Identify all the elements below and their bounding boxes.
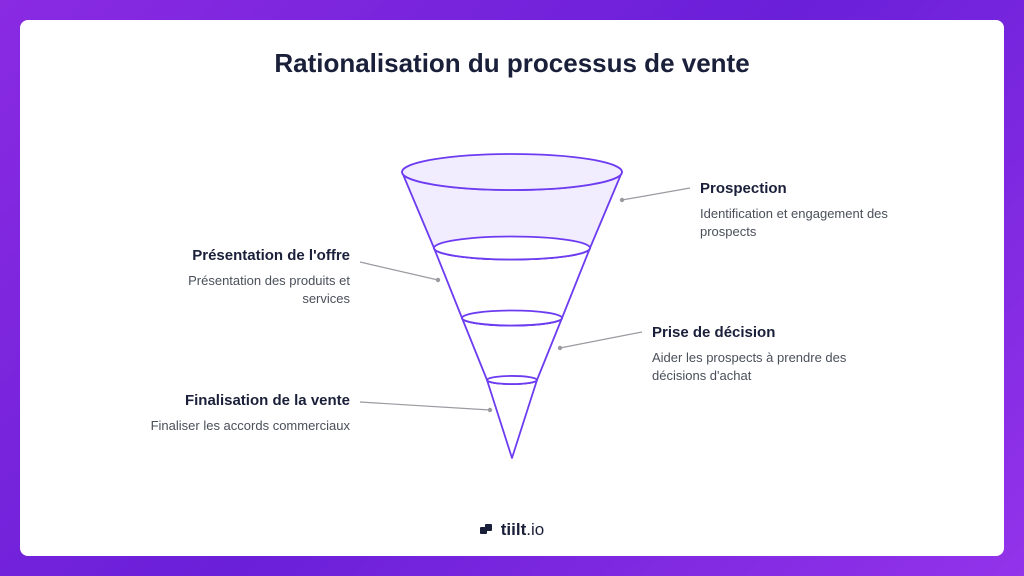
label-desc: Identification et engagement des prospec…	[700, 205, 910, 241]
page-title: Rationalisation du processus de vente	[20, 20, 1004, 79]
brand-logo: tiilt.io	[20, 520, 1004, 540]
funnel-label-2: Prise de décision Aider les prospects à p…	[652, 322, 862, 385]
label-title: Prise de décision	[652, 322, 862, 343]
lego-icon	[480, 524, 496, 536]
label-title: Finalisation de la vente	[140, 390, 350, 411]
diagram-canvas: Prospection Identification et engagement …	[20, 90, 1004, 510]
brand-suffix: .io	[526, 520, 544, 539]
label-desc: Aider les prospects à prendre des décisi…	[652, 349, 862, 385]
label-title: Prospection	[700, 178, 910, 199]
label-desc: Finaliser les accords commerciaux	[140, 417, 350, 435]
funnel-label-1: Présentation de l'offre Présentation des …	[140, 245, 350, 308]
label-title: Présentation de l'offre	[140, 245, 350, 266]
label-desc: Présentation des produits et services	[140, 272, 350, 308]
gradient-frame: Rationalisation du processus de vente Pr…	[0, 0, 1024, 576]
funnel-label-0: Prospection Identification et engagement …	[700, 178, 910, 241]
brand-name: tiilt	[501, 520, 527, 539]
card: Rationalisation du processus de vente Pr…	[20, 20, 1004, 556]
funnel-label-3: Finalisation de la vente Finaliser les ac…	[140, 390, 350, 435]
